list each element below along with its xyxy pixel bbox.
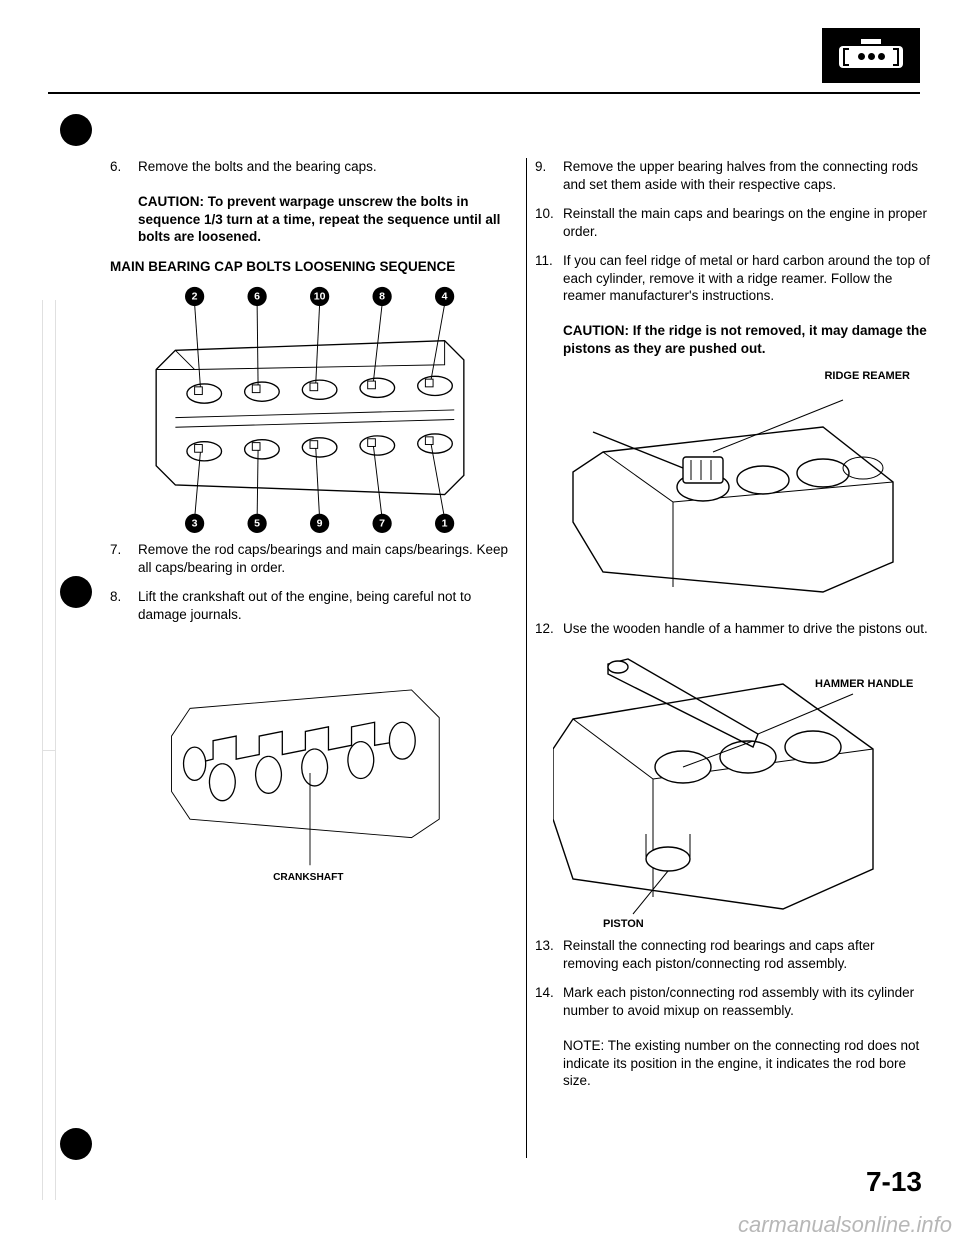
step-11: 11. If you can feel ridge of metal or ha… bbox=[535, 252, 930, 357]
header-rule bbox=[48, 92, 920, 94]
step-text: Reinstall the main caps and bearings on … bbox=[563, 205, 930, 240]
column-divider bbox=[526, 158, 527, 1158]
svg-text:7: 7 bbox=[379, 518, 385, 530]
step-10: 10. Reinstall the main caps and bearings… bbox=[535, 205, 930, 240]
svg-text:9: 9 bbox=[317, 518, 323, 530]
svg-text:3: 3 bbox=[192, 518, 198, 530]
step-number: 11. bbox=[535, 252, 563, 357]
ridge-reamer-diagram bbox=[535, 392, 930, 612]
step-8: 8. Lift the crankshaft out of the engine… bbox=[110, 588, 510, 623]
crankshaft-label: CRANKSHAFT bbox=[273, 873, 344, 884]
section-bullet-icon bbox=[60, 114, 92, 146]
page-number: 7-13 bbox=[866, 1166, 922, 1198]
step-number: 13. bbox=[535, 937, 563, 972]
crankshaft-diagram: CRANKSHAFT bbox=[110, 653, 510, 893]
step-7: 7. Remove the rod caps/bearings and main… bbox=[110, 541, 510, 576]
svg-text:5: 5 bbox=[254, 518, 260, 530]
piston-label: PISTON bbox=[603, 918, 644, 929]
step-text: Remove the bolts and the bearing caps. bbox=[138, 158, 510, 176]
svg-text:10: 10 bbox=[314, 291, 326, 303]
step-14: 14. Mark each piston/connecting rod asse… bbox=[535, 984, 930, 1089]
step-text: If you can feel ridge of metal or hard c… bbox=[563, 252, 930, 305]
cassette-icon bbox=[838, 39, 904, 73]
step-text: Reinstall the connecting rod bearings an… bbox=[563, 937, 930, 972]
header-manufacturer-icon bbox=[822, 28, 920, 83]
sequence-title: MAIN BEARING CAP BOLTS LOOSENING SEQUENC… bbox=[110, 258, 510, 276]
step-text: Remove the upper bearing halves from the… bbox=[563, 158, 930, 193]
step-number: 8. bbox=[110, 588, 138, 623]
svg-text:4: 4 bbox=[442, 291, 448, 303]
sequence-number-top: 2 6 10 8 4 bbox=[185, 287, 454, 306]
main-bearing-sequence-diagram: 2 6 10 8 4 3 5 9 7 1 bbox=[110, 283, 510, 533]
svg-text:2: 2 bbox=[192, 291, 198, 303]
step-number: 10. bbox=[535, 205, 563, 240]
ridge-reamer-label: RIDGE REAMER bbox=[535, 369, 910, 383]
step-number: 6. bbox=[110, 158, 138, 246]
note-text: NOTE: The existing number on the connect… bbox=[563, 1037, 930, 1090]
caution-text: CAUTION: To prevent warpage unscrew the … bbox=[138, 193, 510, 246]
watermark: carmanualsonline.info bbox=[730, 1208, 960, 1242]
right-column: 9. Remove the upper bearing halves from … bbox=[535, 158, 930, 1102]
section-bullet-icon bbox=[60, 576, 92, 608]
step-9: 9. Remove the upper bearing halves from … bbox=[535, 158, 930, 193]
left-column: 6. Remove the bolts and the bearing caps… bbox=[110, 158, 510, 901]
step-12: 12. Use the wooden handle of a hammer to… bbox=[535, 620, 930, 638]
caution-text: CAUTION: If the ridge is not removed, it… bbox=[563, 322, 930, 357]
step-6: 6. Remove the bolts and the bearing caps… bbox=[110, 158, 510, 246]
step-number: 12. bbox=[535, 620, 563, 638]
hammer-handle-label: HAMMER HANDLE bbox=[815, 678, 913, 690]
step-text: Lift the crankshaft out of the engine, b… bbox=[138, 588, 510, 623]
step-number: 7. bbox=[110, 541, 138, 576]
step-number: 14. bbox=[535, 984, 563, 1089]
page-binding-edge bbox=[42, 300, 56, 1200]
step-text: Remove the rod caps/bearings and main ca… bbox=[138, 541, 510, 576]
svg-text:8: 8 bbox=[379, 291, 385, 303]
step-text: Use the wooden handle of a hammer to dri… bbox=[563, 620, 930, 638]
step-text: Mark each piston/connecting rod assembly… bbox=[563, 984, 930, 1019]
section-bullet-icon bbox=[60, 1128, 92, 1160]
step-13: 13. Reinstall the connecting rod bearing… bbox=[535, 937, 930, 972]
sequence-number-bottom: 3 5 9 7 1 bbox=[185, 514, 454, 533]
step-number: 9. bbox=[535, 158, 563, 193]
hammer-handle-diagram: HAMMER HANDLE PISTON bbox=[535, 649, 930, 929]
svg-text:1: 1 bbox=[442, 518, 448, 530]
svg-text:6: 6 bbox=[254, 291, 260, 303]
